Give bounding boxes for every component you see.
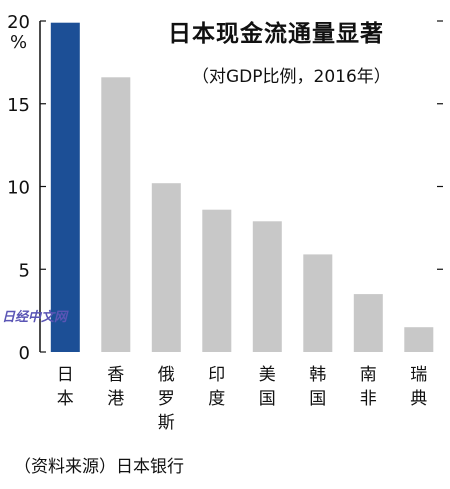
y-tick-label-4: 20 (7, 12, 30, 33)
bar-0 (50, 22, 80, 352)
bar-4 (252, 221, 282, 352)
bar-7 (404, 327, 434, 352)
y-tick-label-0: 0 (19, 343, 30, 364)
bar-1 (101, 77, 131, 353)
y-tick-label-1: 5 (19, 260, 30, 281)
bar-2 (151, 183, 181, 352)
x-tick-label-4: 美国 (259, 365, 276, 409)
x-tick-label-2: 俄罗斯 (158, 365, 175, 433)
bar-6 (353, 294, 383, 352)
y-tick-label-2: 10 (7, 178, 30, 199)
x-tick-label-6: 南非 (360, 365, 377, 409)
bar-3 (202, 209, 232, 352)
chart-subtitle: （对GDP比例，2016年） (192, 67, 391, 87)
x-tick-label-7: 瑞典 (410, 365, 427, 409)
x-tick-label-0: 日本 (57, 365, 74, 409)
x-tick-label-1: 香港 (107, 365, 124, 409)
y-tick-label-3: 15 (7, 95, 30, 116)
chart-title: 日本现金流通量显著 (168, 21, 384, 47)
source-note: （资料来源）日本银行 (14, 457, 184, 477)
watermark-logo: 日经中文网 (2, 310, 68, 325)
x-tick-label-3: 印度 (208, 365, 225, 409)
x-tick-label-5: 韩国 (309, 365, 326, 409)
bar-5 (303, 254, 333, 352)
y-axis-unit: % (10, 32, 28, 53)
